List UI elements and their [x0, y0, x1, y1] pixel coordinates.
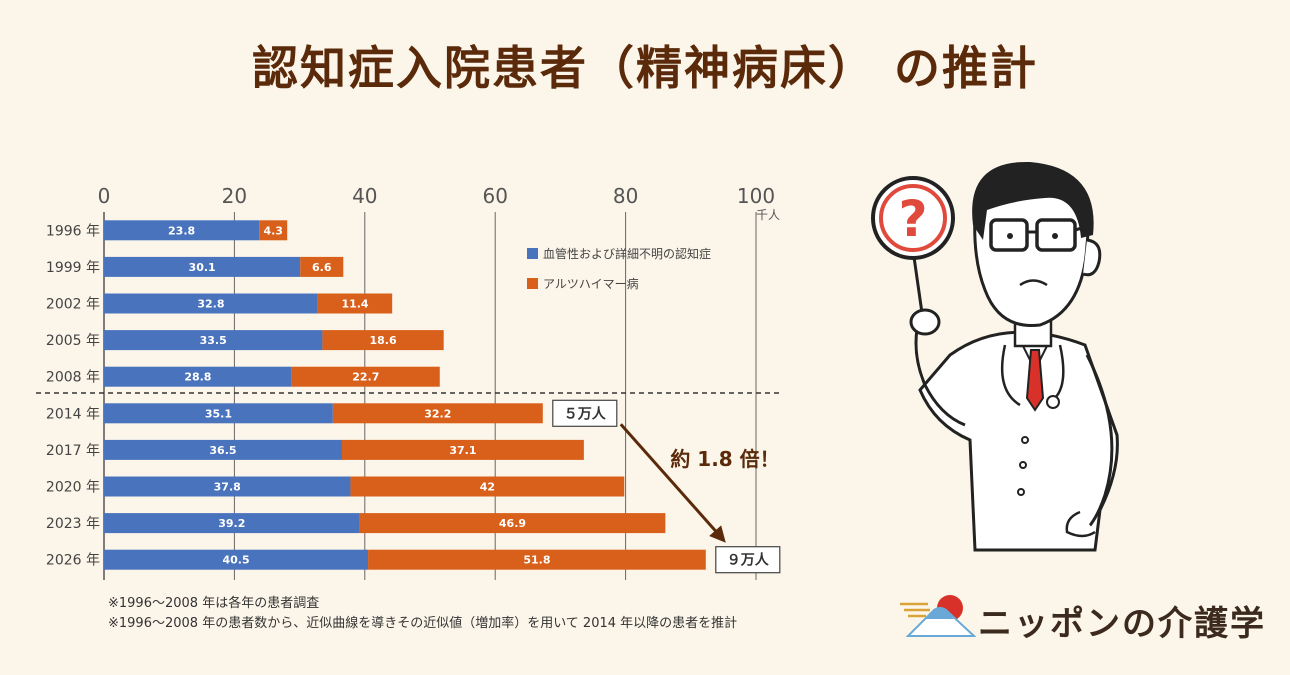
x-tick-label: 0	[98, 184, 111, 208]
category-label: 2023 年	[46, 516, 100, 532]
data-label: 35.1	[205, 407, 232, 420]
bar-segment	[104, 293, 318, 314]
data-label: 30.1	[189, 261, 216, 274]
page-title: 認知症入院患者（精神病床） の推計	[251, 41, 1038, 95]
data-label: 18.6	[369, 334, 396, 347]
legend-swatch	[527, 248, 538, 259]
bar-segment	[359, 513, 666, 534]
bar-segment	[104, 220, 260, 241]
annotation-label-2026: ９万人	[727, 552, 770, 569]
data-label: 37.1	[449, 444, 476, 457]
growth-arrow-head	[709, 525, 726, 543]
category-label: 2002 年	[46, 297, 100, 313]
bar-segment	[350, 476, 625, 497]
data-label: 32.8	[197, 298, 224, 311]
annotation-label-2014: ５万人	[564, 405, 607, 422]
x-tick-label: 60	[482, 184, 507, 208]
bar-segment	[104, 330, 323, 351]
category-label: 2017 年	[46, 443, 100, 459]
category-label: 2020 年	[46, 480, 100, 496]
category-label: 2008 年	[46, 370, 100, 386]
category-label: 2014 年	[46, 406, 100, 422]
bar-segment	[104, 549, 369, 570]
category-label: 1999 年	[46, 260, 100, 276]
bar-segment	[104, 476, 351, 497]
footnote-survey: ※1996〜2008 年は各年の患者調査	[108, 596, 320, 611]
question-sign-icon: ?	[871, 176, 955, 321]
data-label: 36.5	[209, 444, 236, 457]
data-label: 46.9	[499, 517, 526, 530]
brand-name: ニッポンの介護学	[978, 604, 1266, 644]
category-label: 2005 年	[46, 333, 100, 349]
footnote-estimate: ※1996〜2008 年の患者数から、近似曲線を導きその近似値（増加率）を用いて…	[108, 616, 738, 631]
growth-arrow-line	[619, 423, 721, 537]
x-tick-label: 80	[613, 184, 638, 208]
annotation-box-2014	[552, 399, 618, 427]
data-label: 37.8	[214, 481, 241, 494]
data-label: 28.8	[184, 371, 211, 384]
x-tick-label: 20	[222, 184, 247, 208]
data-label: 4.3	[263, 224, 283, 237]
brand-logo: ニッポンの介護学	[900, 592, 1264, 644]
x-tick-label: 100	[737, 184, 775, 208]
bar-segment	[341, 439, 584, 460]
legend-label: アルツハイマー病	[543, 276, 639, 291]
legend-label: 血管性および詳細不明の認知症	[543, 246, 711, 261]
bar-segment	[317, 293, 393, 314]
bar-segment	[291, 366, 440, 387]
data-label: 32.2	[424, 407, 451, 420]
bar-segment	[322, 330, 444, 351]
legend-swatch	[527, 278, 538, 289]
bar-segment	[104, 366, 292, 387]
bar-segment	[368, 549, 706, 570]
bar-segment	[104, 439, 342, 460]
svg-text:?: ?	[898, 190, 927, 248]
bar-segment	[104, 256, 301, 277]
growth-annotation: 約 1.8 倍！	[670, 447, 779, 471]
data-label: 40.5	[222, 554, 249, 567]
bar-segment	[300, 256, 344, 277]
bar-segment	[259, 220, 288, 241]
data-label: 51.8	[523, 554, 550, 567]
data-label: 33.5	[200, 334, 227, 347]
bar-segment	[332, 403, 543, 424]
fuji-logo-icon	[900, 595, 977, 637]
category-label: 2026 年	[46, 553, 100, 569]
data-label: 42	[480, 481, 495, 494]
data-label: 11.4	[341, 298, 368, 311]
data-label: 6.6	[312, 261, 332, 274]
bar-segment	[104, 513, 360, 534]
data-label: 39.2	[218, 517, 245, 530]
unit-label: 千人	[756, 208, 780, 222]
data-label: 23.8	[168, 224, 195, 237]
doctor-illustration: ?	[871, 161, 1119, 552]
bar-segment	[104, 403, 333, 424]
category-label: 1996 年	[46, 223, 100, 239]
data-label: 22.7	[352, 371, 379, 384]
annotation-box-2026	[715, 546, 781, 574]
x-tick-label: 40	[352, 184, 377, 208]
